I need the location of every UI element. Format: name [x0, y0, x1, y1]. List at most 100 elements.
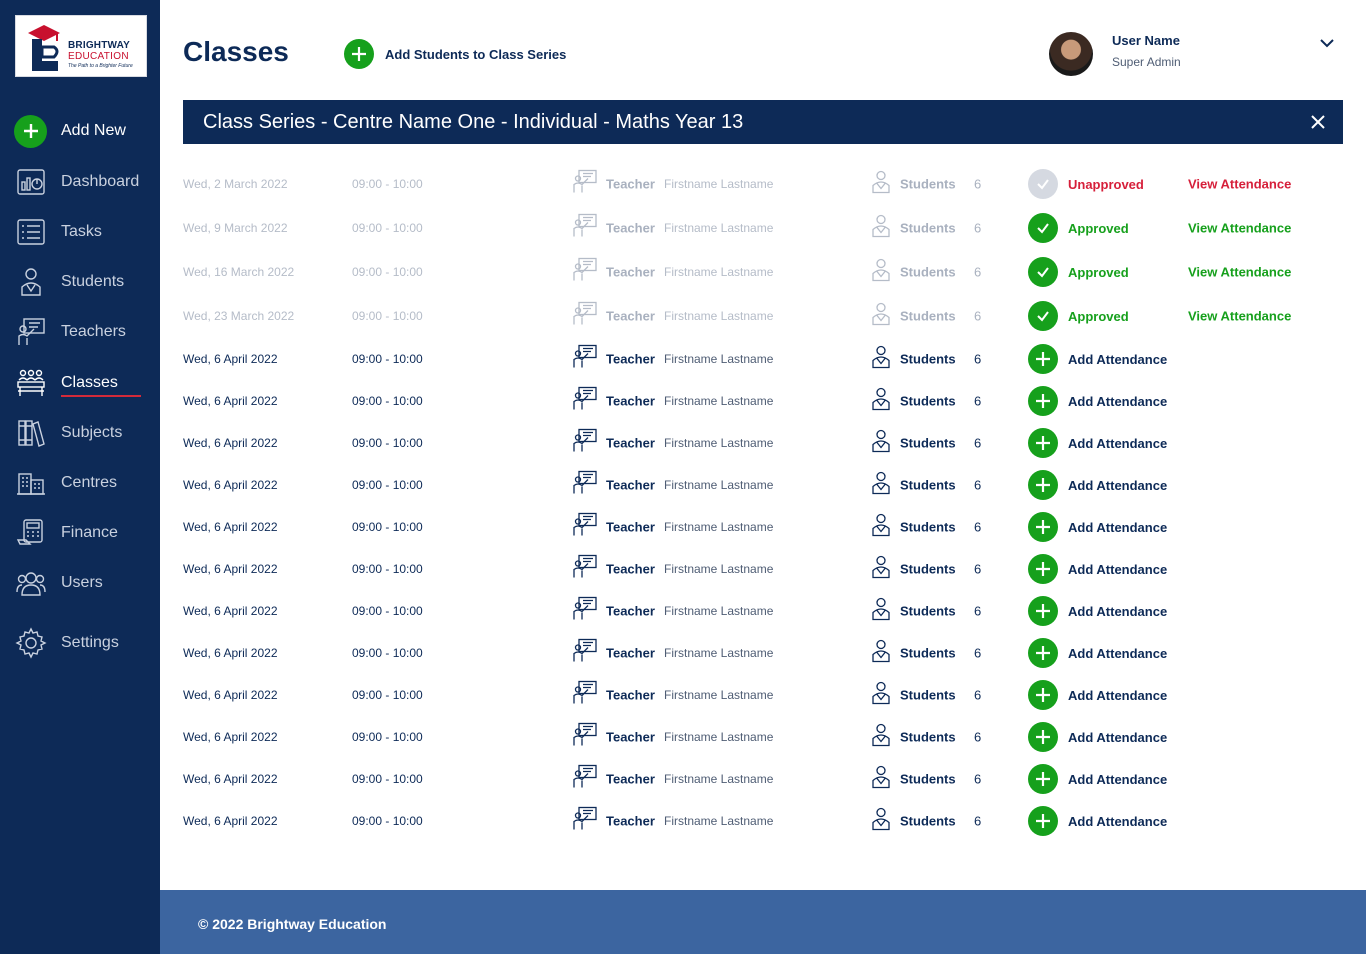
table-row: Wed, 6 April 2022 09:00 - 10:00 Teacher Fir…	[183, 590, 1343, 632]
plus-icon	[14, 114, 47, 148]
sidebar-item-settings[interactable]: Settings	[14, 626, 154, 660]
add-attendance-button[interactable]: Add Attendance	[1028, 344, 1167, 374]
students-label: Students	[900, 351, 956, 367]
sidebar-item-subjects[interactable]: Subjects	[14, 416, 154, 450]
session-time: 09:00 - 10:00	[352, 221, 423, 235]
sidebar-item-label: Students	[61, 273, 125, 290]
add-attendance-button[interactable]: Add Attendance	[1028, 680, 1167, 710]
status-label: Add Attendance	[1068, 561, 1168, 577]
add-attendance-button[interactable]: Add Attendance	[1028, 638, 1167, 668]
students-icon	[871, 387, 891, 416]
session-date: Wed, 6 April 2022	[183, 814, 278, 828]
students-icon	[871, 597, 891, 626]
students-label: Students	[900, 264, 956, 280]
active-nav-indicator	[61, 395, 141, 397]
add-new-button[interactable]: Add New	[14, 114, 160, 148]
students-count: 6	[974, 561, 982, 577]
view-attendance-link[interactable]: View Attendance	[1188, 308, 1292, 324]
check-icon	[1028, 213, 1058, 243]
add-attendance-button[interactable]: Add Attendance	[1028, 722, 1167, 752]
sidebar-item-finance[interactable]: Finance	[14, 516, 154, 550]
teacher-icon	[573, 554, 597, 584]
add-new-label: Add New	[61, 122, 126, 139]
status-badge: Approved	[1028, 213, 1129, 243]
students-count: 6	[974, 519, 982, 535]
add-students-to-class-series-button[interactable]: Add Students to Class Series	[344, 39, 566, 69]
table-row: Wed, 6 April 2022 09:00 - 10:00 Teacher Fir…	[183, 548, 1343, 590]
teacher-label: Teacher	[606, 603, 655, 619]
students-icon	[871, 513, 891, 542]
plus-icon	[1028, 428, 1058, 458]
table-row: Wed, 6 April 2022 09:00 - 10:00 Teacher Fir…	[183, 464, 1343, 506]
teacher-label: Teacher	[606, 264, 655, 280]
plus-icon	[1028, 554, 1058, 584]
table-row: Wed, 6 April 2022 09:00 - 10:00 Teacher Fir…	[183, 674, 1343, 716]
students-icon	[871, 302, 891, 331]
teacher-icon	[573, 806, 597, 836]
status-label: Add Attendance	[1068, 519, 1168, 535]
logo-tagline: The Path to a Brighter Future	[68, 63, 133, 69]
session-date: Wed, 6 April 2022	[183, 730, 278, 744]
students-count: 6	[974, 435, 982, 451]
status-label: Add Attendance	[1068, 813, 1168, 829]
sidebar-item-students[interactable]: Students	[14, 265, 154, 299]
students-count: 6	[974, 351, 982, 367]
table-row: Wed, 9 March 2022 09:00 - 10:00 Teacher Fir…	[183, 206, 1343, 250]
session-time: 09:00 - 10:00	[352, 478, 423, 492]
sidebar: BRIGHTWAY EDUCATION The Path to a Bright…	[0, 0, 160, 954]
students-count: 6	[974, 603, 982, 619]
students-icon	[871, 555, 891, 584]
plus-icon	[1028, 806, 1058, 836]
status-label: Add Attendance	[1068, 603, 1168, 619]
students-count: 6	[974, 813, 982, 829]
students-count: 6	[974, 220, 982, 236]
view-attendance-link[interactable]: View Attendance	[1188, 176, 1292, 192]
sidebar-item-tasks[interactable]: Tasks	[14, 215, 154, 249]
add-attendance-button[interactable]: Add Attendance	[1028, 554, 1167, 584]
brand-logo[interactable]: BRIGHTWAY EDUCATION The Path to a Bright…	[15, 15, 147, 77]
tasks-icon	[14, 215, 48, 249]
avatar[interactable]	[1049, 32, 1093, 76]
session-time: 09:00 - 10:00	[352, 646, 423, 660]
logo-text-line2: EDUCATION	[68, 51, 129, 62]
close-icon[interactable]	[1310, 114, 1326, 135]
add-attendance-button[interactable]: Add Attendance	[1028, 764, 1167, 794]
session-time: 09:00 - 10:00	[352, 730, 423, 744]
class-series-title: Class Series - Centre Name One - Individ…	[203, 111, 744, 133]
session-date: Wed, 6 April 2022	[183, 394, 278, 408]
teacher-label: Teacher	[606, 687, 655, 703]
session-date: Wed, 2 March 2022	[183, 177, 288, 191]
session-time: 09:00 - 10:00	[352, 688, 423, 702]
plus-icon	[1028, 344, 1058, 374]
teacher-label: Teacher	[606, 351, 655, 367]
add-attendance-button[interactable]: Add Attendance	[1028, 512, 1167, 542]
dashboard-icon	[14, 165, 48, 199]
add-attendance-button[interactable]: Add Attendance	[1028, 596, 1167, 626]
view-attendance-link[interactable]: View Attendance	[1188, 220, 1292, 236]
session-time: 09:00 - 10:00	[352, 562, 423, 576]
table-row: Wed, 6 April 2022 09:00 - 10:00 Teacher Fir…	[183, 758, 1343, 800]
sidebar-item-centres[interactable]: Centres	[14, 466, 154, 500]
add-attendance-button[interactable]: Add Attendance	[1028, 470, 1167, 500]
students-label: Students	[900, 687, 956, 703]
add-attendance-button[interactable]: Add Attendance	[1028, 386, 1167, 416]
sidebar-item-dashboard[interactable]: Dashboard	[14, 165, 154, 199]
status-label: Add Attendance	[1068, 645, 1168, 661]
plus-icon	[1028, 680, 1058, 710]
teacher-label: Teacher	[606, 729, 655, 745]
teacher-label: Teacher	[606, 477, 655, 493]
teacher-name: Firstname Lastname	[664, 772, 774, 786]
view-attendance-link[interactable]: View Attendance	[1188, 264, 1292, 280]
session-time: 09:00 - 10:00	[352, 604, 423, 618]
sidebar-item-users[interactable]: Users	[14, 566, 154, 600]
students-icon	[871, 214, 891, 243]
students-label: Students	[900, 393, 956, 409]
teacher-label: Teacher	[606, 435, 655, 451]
session-time: 09:00 - 10:00	[352, 436, 423, 450]
sidebar-item-classes[interactable]: Classes	[14, 366, 154, 400]
sidebar-item-teachers[interactable]: Teachers	[14, 315, 154, 349]
add-attendance-button[interactable]: Add Attendance	[1028, 806, 1167, 836]
add-attendance-button[interactable]: Add Attendance	[1028, 428, 1167, 458]
chevron-down-icon[interactable]	[1318, 36, 1336, 55]
status-label: Approved	[1068, 264, 1129, 280]
